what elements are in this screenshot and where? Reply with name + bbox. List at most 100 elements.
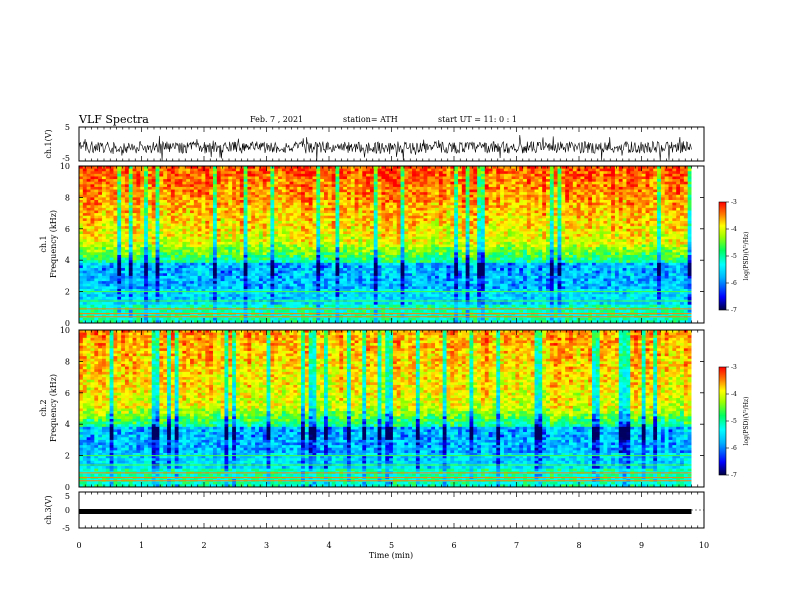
spectrogram-cell [477, 228, 482, 232]
spectrogram-cell [423, 244, 428, 248]
spectrogram-cell [503, 179, 509, 183]
spectrogram-cell [523, 213, 528, 217]
spectrogram-cell [144, 234, 149, 238]
spectrogram-cell [668, 194, 673, 198]
spectrogram-cell [565, 186, 570, 190]
spectrogram-cell [247, 200, 252, 204]
spectrogram-cell [645, 179, 650, 183]
spectrogram-cell [385, 168, 390, 172]
spectrogram-cell [611, 236, 616, 240]
spectrogram-cell [549, 223, 555, 227]
spectrogram-cell [190, 215, 195, 219]
spectrogram-cell [350, 228, 356, 232]
spectrogram-cell [239, 171, 245, 175]
spectrogram-cell [235, 213, 241, 217]
spectrogram-cell [174, 205, 179, 209]
spectrogram-cell [155, 247, 160, 251]
spectrogram-cell [86, 215, 91, 219]
spectrogram-cell [657, 202, 662, 206]
spectrogram-cell [496, 234, 501, 238]
spectrogram-cell [569, 200, 574, 204]
spectrogram-cell [98, 194, 103, 198]
spectrogram-cell [465, 207, 470, 211]
spectrogram-cell [304, 181, 310, 185]
spectrogram-cell [121, 168, 126, 172]
spectrogram-cell [538, 239, 543, 243]
spectrogram-cell [209, 239, 214, 243]
spectrogram-cell [235, 171, 241, 175]
spectrogram-cell [117, 220, 122, 224]
spectrogram-cell [301, 168, 306, 172]
spectrogram-cell [473, 228, 478, 232]
spectrogram-cell [109, 194, 114, 198]
spectrogram-cell [515, 171, 520, 175]
spectrogram-cell [170, 213, 176, 217]
spectrogram-cell [140, 202, 145, 206]
spectrogram-cell [193, 197, 199, 201]
spectrogram-cell [362, 218, 367, 222]
spectrogram-cell [186, 166, 191, 170]
spectrogram-cell [350, 241, 356, 245]
spectrogram-cell [346, 213, 352, 217]
spectrogram-cell [320, 234, 325, 238]
spectrogram-cell [140, 244, 145, 248]
spectrogram-cell [281, 166, 287, 170]
spectrogram-cell [197, 186, 202, 190]
spectrogram-cell [193, 168, 199, 172]
spectrogram-cell [312, 210, 317, 214]
spectrogram-cell [167, 168, 172, 172]
spectrogram-cell [136, 192, 141, 196]
spectrogram-cell [163, 210, 168, 214]
spectrogram-cell [676, 194, 681, 198]
spectrogram-cell [446, 220, 451, 224]
spectrogram-cell [530, 192, 535, 196]
spectrogram-cell [591, 197, 597, 201]
spectrogram-cell [435, 239, 440, 243]
spectrogram-cell [232, 218, 237, 222]
spectrogram-cell [151, 215, 156, 219]
spectrogram-cell [680, 197, 685, 201]
spectrogram-cell [549, 205, 555, 209]
spectrogram-cell [634, 236, 639, 240]
spectrogram-cell [507, 239, 512, 243]
spectrogram-cell [212, 223, 218, 227]
spectrogram-cell [251, 215, 256, 219]
spectrogram-cell [121, 205, 126, 209]
spectrogram-cell [588, 213, 593, 217]
spectrogram-cell [170, 192, 176, 196]
spectrogram-cell [350, 218, 356, 222]
spectrogram-cell [503, 166, 509, 170]
spectrogram-cell [98, 176, 103, 180]
spectrogram-cell [182, 181, 187, 185]
spectrogram-cell [132, 202, 137, 206]
spectrogram-cell [121, 234, 126, 238]
spectrogram-cell [603, 213, 608, 217]
spectrogram-cell [557, 184, 562, 188]
spectrogram-cell [400, 192, 405, 196]
spectrogram-cell [239, 194, 245, 198]
spectrogram-cell [381, 228, 386, 232]
spectrogram-cell [346, 228, 352, 232]
spectrogram-cell [477, 215, 482, 219]
spectrogram-cell [634, 207, 639, 211]
spectrogram-cell [641, 228, 646, 232]
spectrogram-cell [580, 171, 585, 175]
spectrogram-cell [216, 207, 222, 211]
spectrogram-cell [270, 213, 275, 217]
spectrogram-cell [603, 239, 608, 243]
spectrogram-cell [304, 218, 310, 222]
spectrogram-cell [79, 215, 84, 219]
spectrogram-cell [500, 244, 505, 248]
spectrogram-cell [580, 202, 585, 206]
spectrogram-cell [419, 205, 424, 209]
spectrogram-cell [446, 231, 451, 235]
spectrogram-cell [239, 228, 245, 232]
spectrogram-cell [228, 236, 233, 240]
spectrogram-cell [438, 213, 444, 217]
spectrogram-cell [511, 231, 516, 235]
spectrogram-cell [442, 244, 447, 248]
spectrogram-cell [660, 179, 666, 183]
spectrogram-cell [369, 189, 375, 193]
spectrogram-cell [335, 184, 340, 188]
spectrogram-cell [327, 234, 333, 238]
